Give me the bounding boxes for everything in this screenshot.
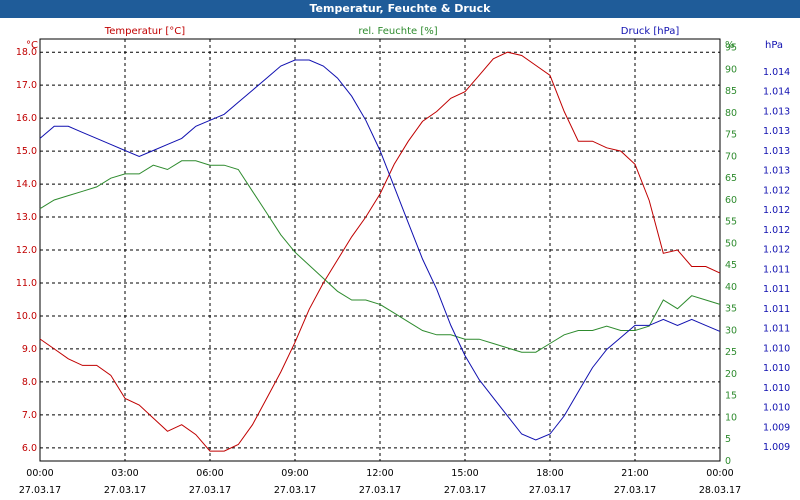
tick-label-time: 00:00	[706, 468, 733, 479]
tick-label-pressure: 1.012	[763, 205, 790, 216]
tick-label-time: 09:00	[281, 468, 308, 479]
tick-label-humidity: 5	[725, 434, 731, 445]
tick-label-pressure: 1.011	[763, 284, 790, 295]
tick-label-pressure: 1.012	[763, 225, 790, 236]
tick-label-pressure: 1.013	[763, 146, 790, 157]
tick-label-date: 28.03.17	[699, 485, 741, 496]
tick-label-humidity: 70	[725, 151, 737, 162]
unit-label-pressure: hPa	[765, 40, 783, 51]
tick-label-time: 00:00	[26, 468, 53, 479]
tick-label-pressure: 1.009	[763, 442, 790, 453]
tick-label-pressure: 1.011	[763, 304, 790, 315]
tick-label-temperature: 6.0	[22, 443, 37, 454]
axis-labels: 6.0 7.0 8.0 9.0 10.0 11.0 12.0 13.0 14.0 15.0 16.0…	[16, 43, 790, 496]
tick-label-date: 27.03.17	[529, 485, 571, 496]
tick-label-temperature: 13.0	[16, 212, 37, 223]
tick-label-date: 27.03.17	[189, 485, 231, 496]
series-line-humidity	[39, 160, 721, 353]
tick-label-humidity: 25	[725, 347, 737, 358]
tick-label-humidity: 30	[725, 325, 737, 336]
tick-label-pressure: 1.014	[763, 67, 790, 78]
tick-label-pressure: 1.010	[763, 403, 790, 414]
tick-label-temperature: 8.0	[22, 377, 37, 388]
tick-label-humidity: 65	[725, 173, 737, 184]
tick-label-humidity: 40	[725, 282, 737, 293]
tick-label-pressure: 1.013	[763, 126, 790, 137]
tick-label-date: 27.03.17	[274, 485, 316, 496]
series-line-temperature	[39, 51, 721, 452]
tick-label-temperature: 12.0	[16, 245, 37, 256]
tick-label-temperature: 10.0	[16, 311, 37, 322]
tick-label-humidity: 35	[725, 304, 737, 315]
tick-label-pressure: 1.012	[763, 185, 790, 196]
tick-label-temperature: 11.0	[16, 278, 37, 289]
tick-label-time: 12:00	[366, 468, 393, 479]
tick-label-time: 03:00	[111, 468, 138, 479]
tick-label-temperature: 9.0	[22, 344, 37, 355]
tick-label-pressure: 1.014	[763, 87, 790, 98]
tick-label-humidity: 80	[725, 108, 737, 119]
unit-label-temperature: °C	[26, 40, 38, 51]
series-label-temperature: Temperatur [°C]	[104, 26, 185, 37]
tick-label-pressure: 1.010	[763, 363, 790, 374]
tick-label-humidity: 60	[725, 195, 737, 206]
tick-label-pressure: 1.013	[763, 106, 790, 117]
tick-label-pressure: 1.010	[763, 343, 790, 354]
tick-label-time: 21:00	[621, 468, 648, 479]
tick-label-pressure: 1.011	[763, 324, 790, 335]
tick-label-pressure: 1.012	[763, 245, 790, 256]
series-lines	[39, 51, 721, 452]
tick-label-humidity: 90	[725, 64, 737, 75]
tick-label-humidity: 95	[725, 43, 737, 54]
tick-label-time: 06:00	[196, 468, 223, 479]
window-title: Temperatur, Feuchte & Druck	[0, 0, 800, 18]
tick-label-humidity: 45	[725, 260, 737, 271]
tick-label-pressure: 1.009	[763, 422, 790, 433]
tick-label-date: 27.03.17	[614, 485, 656, 496]
tick-label-humidity: 10	[725, 412, 737, 423]
tick-label-date: 27.03.17	[444, 485, 486, 496]
tick-label-humidity: 15	[725, 391, 737, 402]
tick-label-temperature: 14.0	[16, 179, 37, 190]
tick-label-temperature: 17.0	[16, 80, 37, 91]
tick-label-humidity: 75	[725, 130, 737, 141]
tick-label-date: 27.03.17	[19, 485, 61, 496]
tick-label-pressure: 1.010	[763, 383, 790, 394]
tick-label-temperature: 16.0	[16, 113, 37, 124]
tick-label-temperature: 18.0	[16, 47, 37, 58]
series-label-humidity: rel. Feuchte [%]	[358, 26, 437, 37]
series-label-pressure: Druck [hPa]	[621, 26, 680, 37]
tick-label-humidity: 55	[725, 217, 737, 228]
tick-label-temperature: 7.0	[22, 410, 37, 421]
series-line-pressure	[39, 59, 721, 441]
tick-label-pressure: 1.011	[763, 264, 790, 275]
tick-label-humidity: 20	[725, 369, 737, 380]
tick-label-time: 15:00	[451, 468, 478, 479]
tick-label-date: 27.03.17	[359, 485, 401, 496]
tick-label-humidity: 85	[725, 86, 737, 97]
tick-label-date: 27.03.17	[104, 485, 146, 496]
tick-label-temperature: 15.0	[16, 146, 37, 157]
tick-label-time: 18:00	[536, 468, 563, 479]
tick-label-pressure: 1.013	[763, 166, 790, 177]
tick-label-humidity: 0	[725, 456, 731, 467]
tick-label-humidity: 50	[725, 238, 737, 249]
unit-label-humidity: %	[725, 40, 735, 51]
